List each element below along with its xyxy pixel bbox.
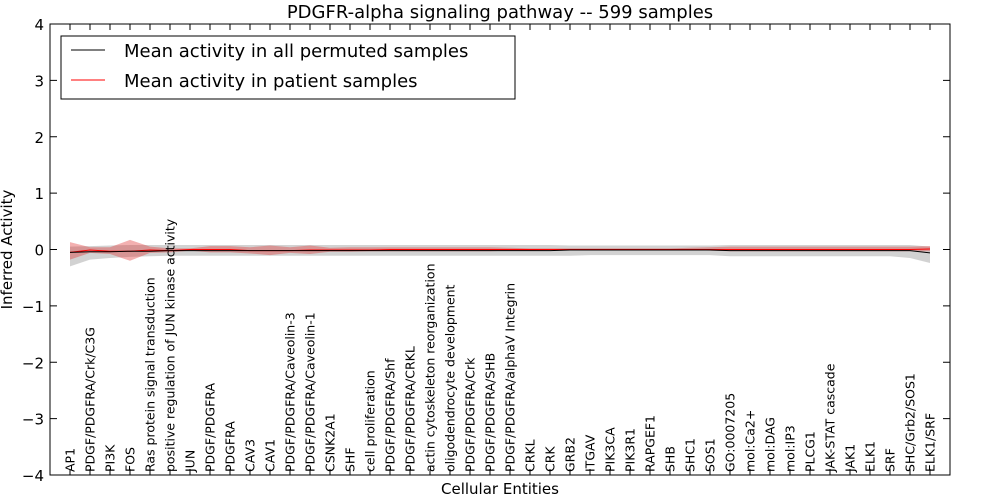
x-tick-label: actin cytoskeleton reorganization [423, 263, 438, 472]
x-tick-label: mol:Ca2+ [743, 410, 758, 472]
y-axis-label: Inferred Activity [0, 189, 16, 309]
x-tick-label: ITGAV [583, 434, 598, 472]
x-tick-label: ELK1 [863, 441, 878, 472]
x-tick-label: AP1 [63, 448, 78, 472]
x-tick-label: JAK1 [843, 444, 858, 473]
x-tick-label: Ras protein signal transduction [143, 277, 158, 472]
x-tick-label: PDGF/PDGFRA [203, 383, 218, 472]
x-tick-label: CSNK2A1 [323, 413, 338, 472]
patient-mean-line [69, 248, 931, 253]
x-tick-label: PDGF/PDGFRA/SHB [483, 353, 498, 472]
y-tick-label: −4 [22, 467, 44, 485]
x-tick-label: FOS [123, 447, 138, 472]
y-tick-label: 2 [34, 129, 44, 147]
x-tick-label: SHF [343, 447, 358, 472]
x-tick-label: CRK [543, 446, 558, 472]
x-tick-label: PIK3R1 [623, 428, 638, 472]
x-tick-label: PDGF/PDGFRA/alphaV Integrin [503, 283, 518, 472]
x-tick-label: JAK-STAT cascade [823, 363, 838, 473]
x-tick-label: positive regulation of JUN kinase activi… [163, 218, 178, 472]
x-tick-label: PDGF/PDGFRA/Crk/C3G [83, 327, 98, 472]
permuted-mean-line [69, 249, 931, 254]
x-tick-label: PI3K [103, 444, 118, 472]
x-tick-label: GRB2 [563, 437, 578, 472]
plot-area-frame [49, 23, 951, 476]
x-tick-label: ELK1/SRF [923, 413, 938, 472]
x-tick-label: PDGF/PDGFRA/CRKL [403, 346, 418, 472]
x-tick-label: PDGF/PDGFRA/Crk [463, 357, 478, 472]
y-tick-label: −3 [22, 411, 44, 429]
x-tick-label: CAV3 [243, 439, 258, 472]
x-tick-label: PDGFRA [223, 421, 238, 472]
chart-title: PDGFR-alpha signaling pathway -- 599 sam… [287, 2, 713, 23]
x-tick-label: RAPGEF1 [643, 415, 658, 472]
x-tick-label: cell proliferation [363, 370, 378, 472]
x-tick-label: mol:DAG [763, 417, 778, 472]
x-tick-label: CRKL [523, 439, 538, 472]
y-tick-label: 0 [34, 242, 44, 260]
legend-box [60, 35, 516, 100]
x-tick-label: GO:0007205 [723, 393, 738, 472]
x-tick-label: SRF [883, 448, 898, 472]
x-tick-label: CAV1 [263, 439, 278, 472]
y-tick-label: 4 [34, 16, 44, 34]
x-axis-label: Cellular Entities [441, 480, 559, 498]
x-tick-label: PLCG1 [803, 431, 818, 472]
x-tick-label: SHC/Grb2/SOS1 [903, 373, 918, 472]
x-tick-label: PIK3CA [603, 427, 618, 472]
y-tick-label: −2 [22, 354, 44, 372]
x-tick-label: SOS1 [703, 438, 718, 472]
x-tick-label: oligodendrocyte development [443, 284, 458, 472]
legend: Mean activity in all permuted samples Me… [60, 35, 516, 100]
x-tick-label: PDGF/PDGFRA/Shf [383, 358, 398, 472]
legend-label-permuted: Mean activity in all permuted samples [124, 41, 468, 62]
x-tick-label: PDGF/PDGFRA/Caveolin-1 [303, 312, 318, 472]
x-tick-label: mol:IP3 [783, 425, 798, 472]
y-tick-label: −1 [22, 298, 44, 316]
x-tick-label: PDGF/PDGFRA/Caveolin-3 [283, 312, 298, 472]
y-tick-label: 3 [34, 72, 44, 90]
y-tick-label: 1 [34, 185, 44, 203]
legend-label-patient: Mean activity in patient samples [124, 71, 418, 92]
x-tick-label: SHB [663, 446, 678, 472]
x-tick-label: SHC1 [683, 438, 698, 472]
x-tick-label: JUN [183, 450, 198, 473]
